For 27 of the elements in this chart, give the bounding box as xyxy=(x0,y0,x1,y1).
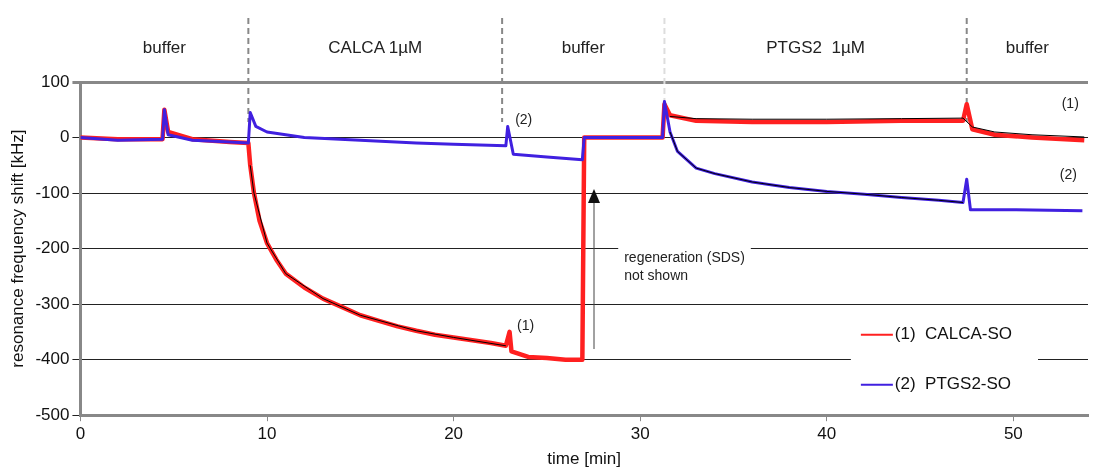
x-tick-label: 50 xyxy=(1003,424,1023,444)
x-tick-label: 30 xyxy=(630,424,650,444)
text: buffer xyxy=(142,37,187,57)
annotation: (2) xyxy=(515,111,533,128)
annotation: regeneration (SDS) not shown xyxy=(624,249,745,284)
y-tick-label: 100 xyxy=(41,71,70,91)
y-axis-title: resonance frequency shift [kHz] xyxy=(7,129,27,368)
annotation: (1) xyxy=(1061,95,1079,112)
legend-label: (2) PTGS2-SO xyxy=(894,374,1012,394)
text: CALCA 1µM xyxy=(328,37,423,57)
text: PTGS2 1µM xyxy=(766,37,865,57)
annotation: (1) xyxy=(517,316,535,333)
annotation: (2) xyxy=(1059,165,1077,182)
text: buffer xyxy=(1005,37,1050,57)
legend-label: (1) CALCA-SO xyxy=(894,324,1013,344)
x-tick-label: 0 xyxy=(75,424,86,444)
y-tick-label: -100 xyxy=(35,182,70,202)
y-tick-label: -500 xyxy=(35,404,70,424)
x-tick-label: 10 xyxy=(257,424,277,444)
x-axis-title: time [min] xyxy=(547,449,622,469)
y-tick-label: 0 xyxy=(59,127,70,147)
x-tick-label: 20 xyxy=(444,424,464,444)
y-tick-label: -300 xyxy=(35,293,70,313)
x-tick-label: 40 xyxy=(817,424,837,444)
y-tick-label: -400 xyxy=(35,349,70,369)
text: buffer xyxy=(561,37,606,57)
y-tick-label: -200 xyxy=(35,238,70,258)
